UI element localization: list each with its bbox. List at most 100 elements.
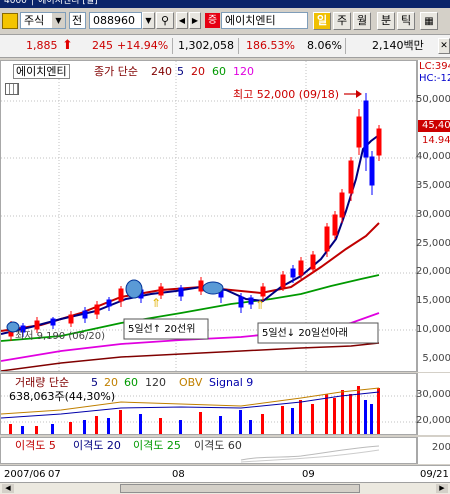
search-icon: ⚲ — [160, 14, 170, 27]
date-label: 09/21 — [420, 469, 449, 480]
date-label: 2007/06 — [4, 469, 46, 480]
ma20-period[interactable]: 20 — [191, 65, 205, 78]
disparity-line — [240, 449, 380, 463]
volume-ma20[interactable]: 20 — [104, 376, 118, 389]
stock-name-badge: 증 — [205, 13, 220, 28]
cross-marker — [125, 279, 143, 299]
tab-daily[interactable]: 일 — [313, 12, 331, 30]
disparity-y-axis: 200 — [417, 437, 450, 464]
market-select[interactable]: 주식 ▼ — [20, 12, 66, 29]
disparity-line — [240, 445, 380, 461]
chevron-down-icon: ▼ — [145, 16, 152, 25]
scroll-left-button[interactable]: ◀ — [2, 484, 14, 493]
disparity60-label[interactable]: 이격도 60 — [194, 439, 242, 452]
cross-marker — [202, 281, 224, 295]
quote-divider — [345, 38, 346, 54]
chevron-down-icon[interactable]: ▼ — [52, 13, 65, 28]
high-annotation: 최고 52,000 (09/18) — [233, 88, 339, 101]
disparity25-label[interactable]: 이격도 25 — [133, 439, 181, 452]
scroll-thumb[interactable] — [120, 484, 360, 493]
panel-close-button[interactable]: ✕ — [438, 38, 450, 54]
quote-divider — [172, 38, 173, 54]
volume-chart-svg — [1, 386, 416, 434]
y-tick: 35,000 — [416, 180, 450, 191]
arrow-left-icon: ◀ — [5, 484, 11, 492]
scroll-right-button[interactable]: ▶ — [436, 484, 448, 493]
trade-amount: 2,140백만 — [372, 39, 424, 52]
date-label: 09 — [302, 469, 315, 480]
arrow-up-icon: ⬆ — [62, 38, 73, 53]
disparity20-label[interactable]: 이격도 20 — [73, 439, 121, 452]
app-icon — [2, 13, 18, 29]
table-view-icon[interactable] — [5, 83, 19, 95]
low-annotation: 최저 9,190 (06/20) — [15, 330, 105, 342]
y-tick: 25,000 — [416, 238, 450, 249]
y-tick: 200 — [431, 442, 450, 453]
market-select-value: 주식 — [24, 14, 45, 27]
ma5-period[interactable]: 5 — [177, 65, 184, 78]
date-label: 08 — [172, 469, 185, 480]
volume-ratio: 186.53% — [246, 39, 295, 52]
quote-bar — [0, 35, 450, 58]
obv-line — [1, 387, 380, 415]
y-tick: 30,000 — [416, 389, 450, 400]
next-stock-button[interactable]: ▶ — [189, 12, 201, 29]
stock-code-input[interactable]: 088960 — [89, 12, 142, 29]
period-field[interactable]: 전 — [69, 12, 86, 29]
date-label: 07 — [48, 469, 61, 480]
disparity5-label[interactable]: 이격도 5 — [15, 439, 56, 452]
prev-stock-button[interactable]: ◀ — [176, 12, 188, 29]
tab-monthly[interactable]: 월 — [353, 12, 371, 30]
period-field-value: 전 — [72, 14, 83, 27]
ma240-period[interactable]: 240 — [151, 65, 172, 78]
hc-label: HC:-12 — [419, 73, 450, 84]
y-tick: 50,000 — [416, 94, 450, 105]
y-tick: 40,000 — [416, 151, 450, 162]
search-button[interactable]: ⚲ — [156, 12, 174, 29]
quote-divider — [238, 38, 239, 54]
ma20-line — [1, 222, 380, 332]
ma120-period[interactable]: 120 — [233, 65, 254, 78]
volume-ma120[interactable]: 120 — [145, 376, 166, 389]
volume-title: 거래량 단순 — [15, 376, 70, 389]
price-chart-panel[interactable]: ⇑ ⇑ 최고 52,000 (09/18) 최저 9,190 (06/20) 5… — [0, 60, 417, 372]
date-axis: 2007/06 07 08 09 09/21 — [0, 465, 450, 482]
price-change: 245 — [92, 39, 113, 52]
window-title-bar: 4000 │ 에이치엔티 [일] — [0, 0, 450, 8]
y-tick: 30,000 — [416, 209, 450, 220]
grid-view-button[interactable]: ▦ — [420, 12, 438, 30]
ma60-period[interactable]: 60 — [212, 65, 226, 78]
y-tick: 20,000 — [416, 415, 450, 426]
last-pct-value: 14.94 — [422, 135, 450, 146]
arrow-right-icon: ▶ — [439, 484, 445, 492]
obv-signal-line — [1, 391, 380, 419]
chart-scrollbar[interactable]: ◀ ▶ — [0, 482, 450, 494]
tab-tick[interactable]: 틱 — [397, 12, 415, 30]
disparity-chart-panel[interactable]: 이격도 5 이격도 20 이격도 25 이격도 60 — [0, 437, 417, 464]
trade-volume: 1,302,058 — [178, 39, 234, 52]
arrow-left-icon: ◀ — [178, 16, 186, 25]
price-change-pct: +14.94% — [117, 39, 169, 52]
tab-minute[interactable]: 분 — [377, 12, 395, 30]
y-tick: 20,000 — [416, 266, 450, 277]
obv-label: OBV — [179, 376, 203, 389]
y-tick: 5,000 — [422, 353, 450, 364]
stock-name-field[interactable]: 에이치엔티 — [221, 12, 308, 29]
arrow-right-icon: ▶ — [191, 16, 199, 25]
volume-ma60[interactable]: 60 — [124, 376, 138, 389]
arrow-up-icon: ⇑ — [151, 296, 161, 310]
tab-weekly[interactable]: 주 — [333, 12, 351, 30]
price-y-axis: LC:394 HC:-12 50,000 45,40 14.94 40,000 … — [416, 60, 450, 372]
disparity-chart-svg — [240, 445, 380, 463]
price-chart-svg: ⇑ ⇑ 최고 52,000 (09/18) 최저 9,190 (06/20) 5… — [1, 61, 416, 371]
toolbar: 주식 ▼ 전 088960 ▼ ⚲ ◀ ▶ 증 에이치엔티 일 주 월 분 틱 … — [0, 8, 450, 35]
code-dropdown-button[interactable]: ▼ — [142, 12, 155, 29]
chart-stock-name[interactable]: 에이치엔티 — [13, 64, 70, 79]
volume-ma5[interactable]: 5 — [91, 376, 98, 389]
cross-marker — [6, 321, 20, 333]
volume-chart-panel[interactable]: 거래량 단순 5 20 60 120 OBV Signal 9 638,063주… — [0, 373, 417, 435]
ma240-line — [1, 342, 380, 371]
candlesticks — [8, 93, 382, 341]
current-price: 1,885 — [26, 39, 58, 52]
arrow-right-icon — [356, 90, 362, 98]
